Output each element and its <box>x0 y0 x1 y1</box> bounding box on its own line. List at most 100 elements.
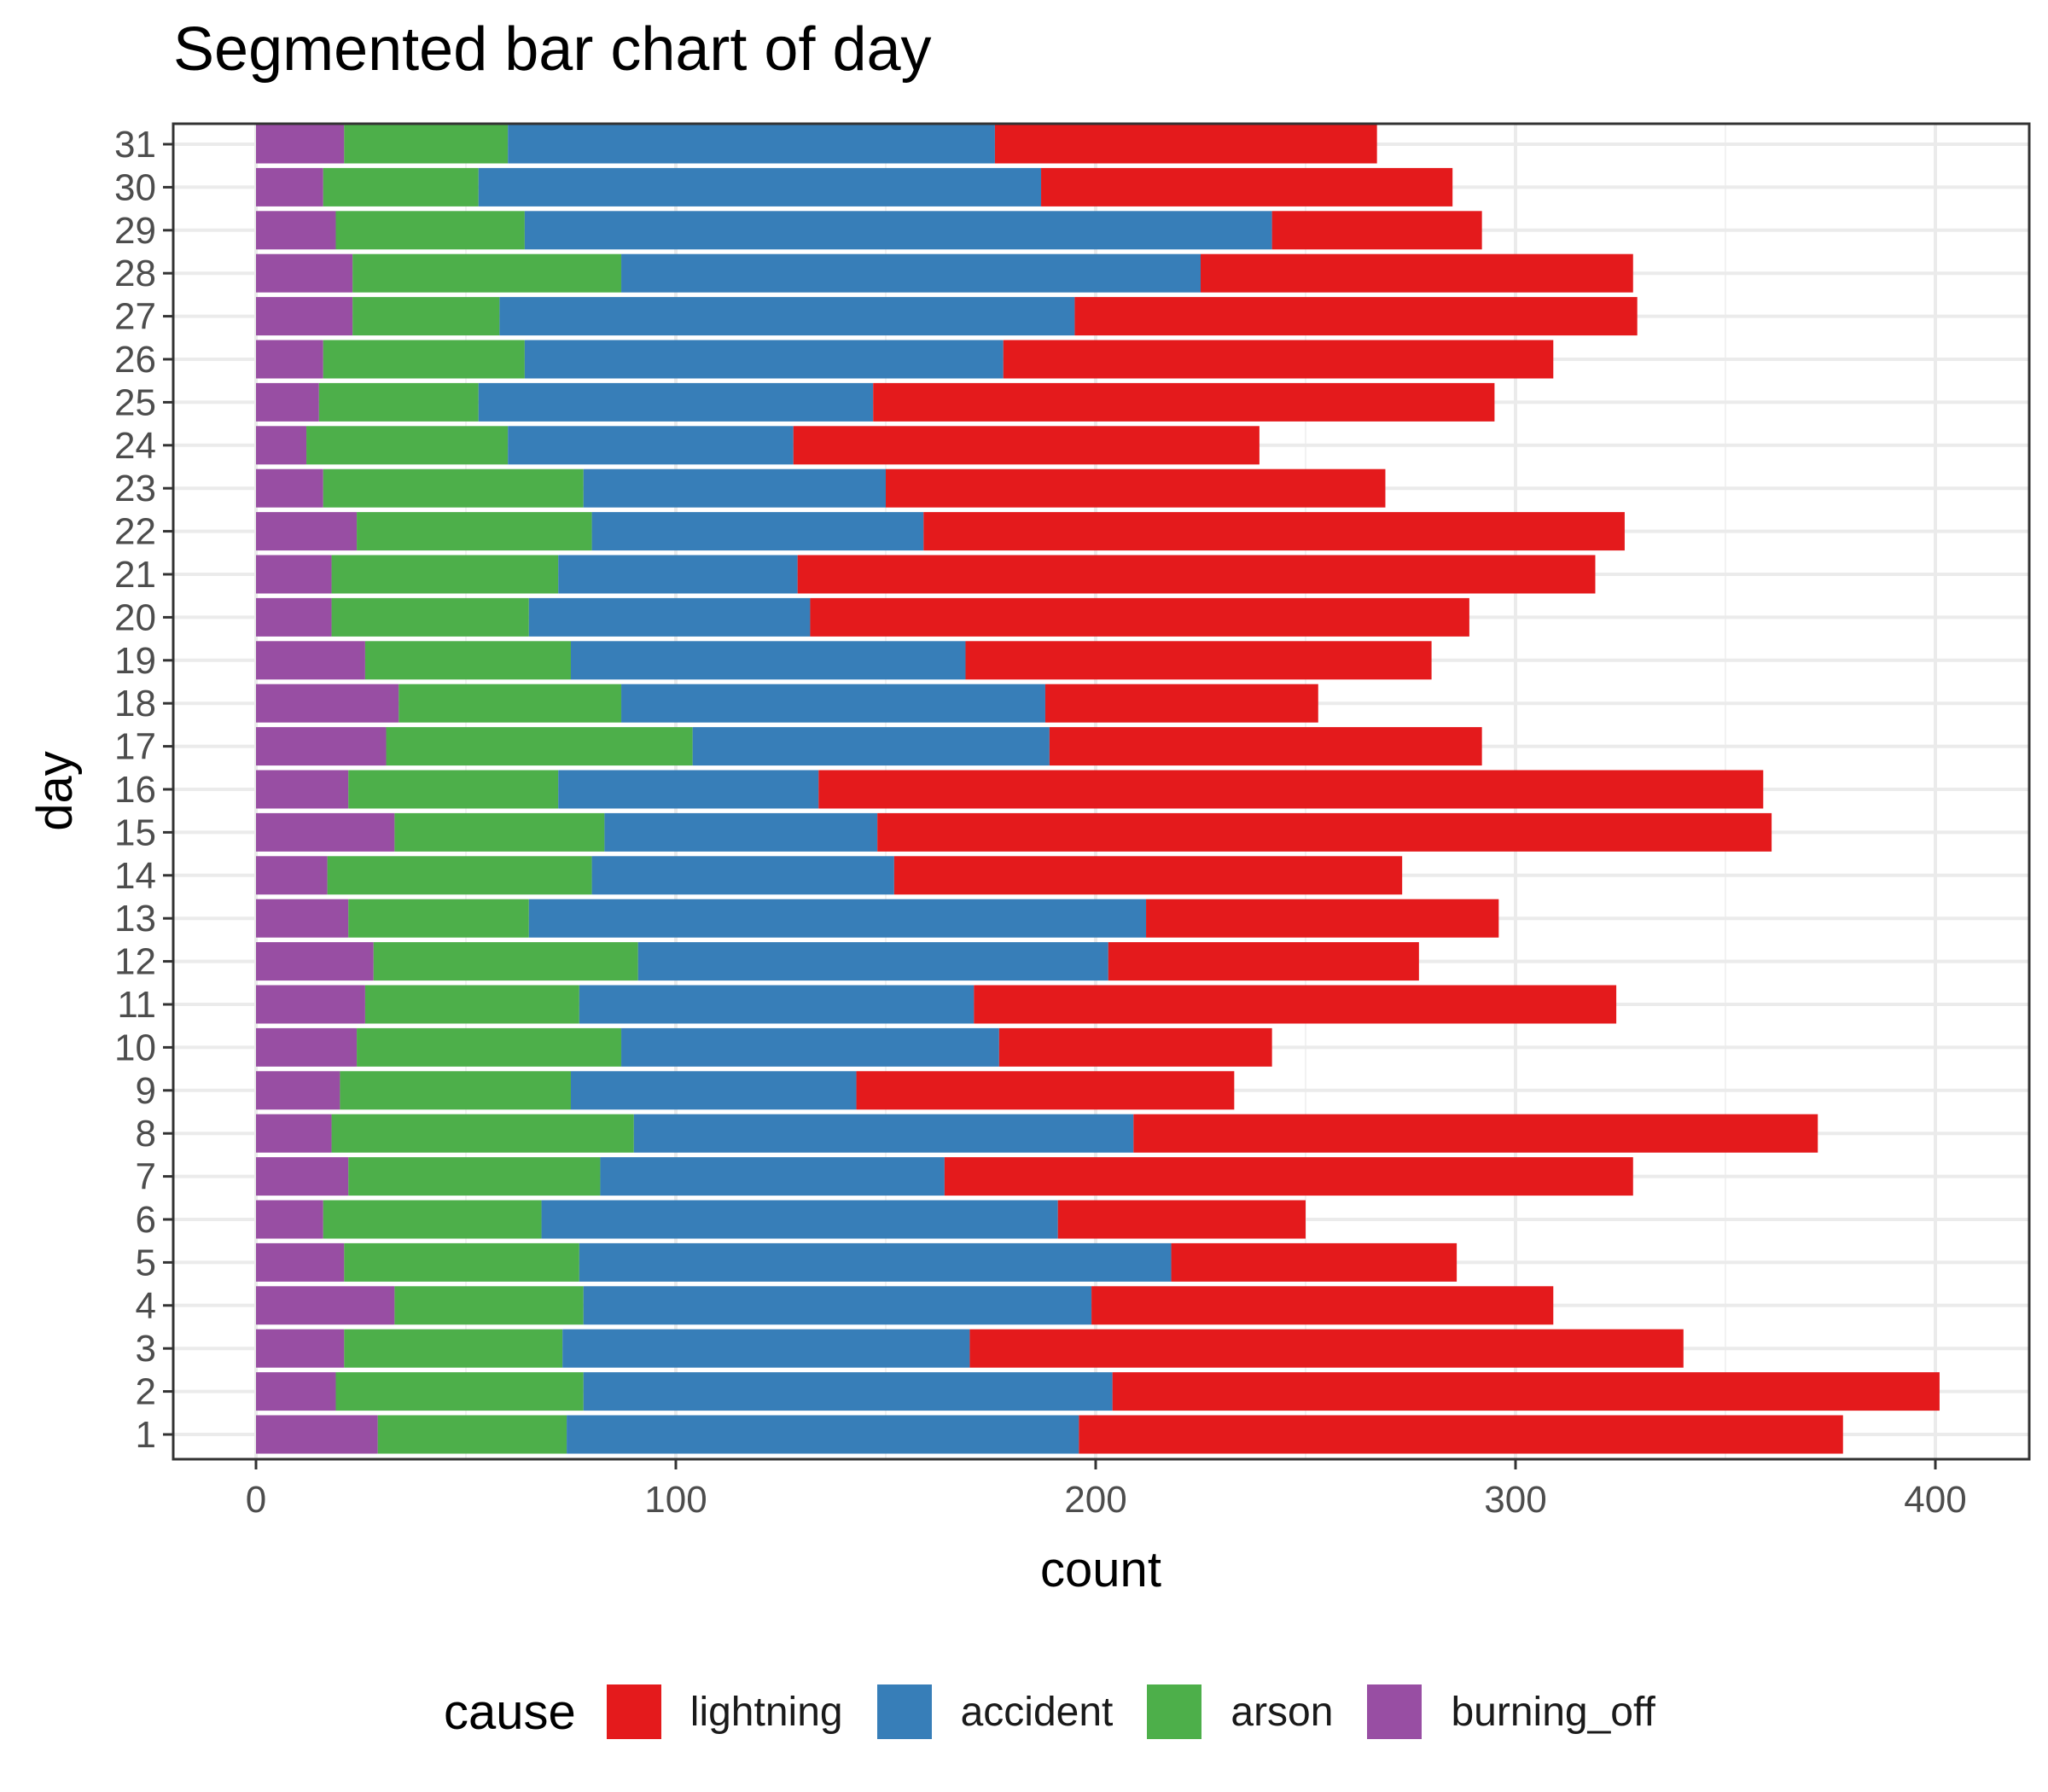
bar-segment-lightning-day-8 <box>1133 1114 1818 1153</box>
bar-segment-burning_off-day-31 <box>256 125 345 164</box>
bar-segment-lightning-day-4 <box>1091 1286 1554 1325</box>
bar-segment-lightning-day-10 <box>998 1027 1272 1067</box>
y-tick-label: 22 <box>114 511 156 553</box>
x-axis: 0 100 200 300 400 <box>246 1459 1967 1521</box>
y-tick-label: 13 <box>114 898 156 940</box>
bar-segment-arson-day-4 <box>394 1286 584 1325</box>
bar-segment-accident-day-22 <box>591 512 924 551</box>
bar-segment-burning_off-day-8 <box>256 1114 332 1153</box>
bar-segment-accident-day-30 <box>478 167 1042 207</box>
bar-segment-arson-day-26 <box>323 340 525 379</box>
bar-segment-lightning-day-22 <box>923 512 1625 551</box>
bar-segment-lightning-day-24 <box>793 426 1260 465</box>
legend-label-burning_off: burning_off <box>1451 1689 1655 1735</box>
bar-segment-arson-day-23 <box>323 468 584 508</box>
bar-segment-arson-day-15 <box>394 812 605 852</box>
y-tick-label: 27 <box>114 296 156 338</box>
bar-segment-burning_off-day-24 <box>256 426 307 465</box>
bar-segment-lightning-day-7 <box>944 1157 1633 1196</box>
bar-segment-lightning-day-28 <box>1201 253 1633 293</box>
y-axis: 1234567891011121314151617181920212223242… <box>114 124 173 1456</box>
bar-segment-accident-day-1 <box>567 1415 1079 1454</box>
bar-segment-burning_off-day-3 <box>256 1329 345 1368</box>
bar-segment-burning_off-day-7 <box>256 1157 349 1196</box>
bar-segment-burning_off-day-2 <box>256 1372 336 1411</box>
bar-segment-arson-day-3 <box>344 1329 563 1368</box>
bar-segment-lightning-day-14 <box>893 856 1403 895</box>
bar-segment-accident-day-8 <box>633 1114 1134 1153</box>
bar-segment-accident-day-16 <box>558 770 819 809</box>
bar-segment-lightning-day-21 <box>797 555 1596 594</box>
bar-segment-arson-day-21 <box>331 555 559 594</box>
bar-segment-lightning-day-19 <box>965 641 1432 680</box>
bar-segment-accident-day-29 <box>524 211 1272 250</box>
bar-segment-arson-day-19 <box>364 641 571 680</box>
bar-segment-lightning-day-25 <box>873 382 1495 422</box>
bar-segment-arson-day-25 <box>318 382 479 422</box>
bar-segment-lightning-day-1 <box>1079 1415 1843 1454</box>
y-tick-label: 8 <box>136 1113 156 1155</box>
bar-segment-accident-day-5 <box>579 1242 1172 1282</box>
bar-segment-lightning-day-27 <box>1074 297 1638 336</box>
bar-segment-accident-day-18 <box>621 684 1045 723</box>
bar-segment-accident-day-27 <box>499 297 1075 336</box>
bar-segment-lightning-day-26 <box>1003 340 1554 379</box>
y-tick-label: 4 <box>136 1285 156 1327</box>
bar-segment-burning_off-day-4 <box>256 1286 395 1325</box>
bar-segment-burning_off-day-9 <box>256 1071 340 1110</box>
bar-segment-burning_off-day-20 <box>256 597 332 637</box>
bar-segment-arson-day-20 <box>331 597 529 637</box>
bar-segment-lightning-day-16 <box>818 770 1764 809</box>
y-tick-label: 29 <box>114 210 156 252</box>
y-tick-label: 17 <box>114 726 156 768</box>
bar-segment-burning_off-day-22 <box>256 512 358 551</box>
bar-segment-accident-day-4 <box>583 1286 1092 1325</box>
plot-border <box>172 122 2031 1461</box>
bar-segment-arson-day-10 <box>357 1027 622 1067</box>
y-tick-label: 15 <box>114 812 156 853</box>
bar-segment-accident-day-7 <box>600 1157 945 1196</box>
y-tick-label: 11 <box>117 984 156 1026</box>
bar-segment-accident-day-13 <box>528 899 1147 938</box>
x-tick-label: 100 <box>644 1479 707 1521</box>
bar-segment-accident-day-17 <box>692 727 1050 766</box>
bar-segment-arson-day-17 <box>386 727 693 766</box>
chart-title: Segmented bar chart of day <box>173 15 932 84</box>
bar-segment-accident-day-21 <box>558 555 798 594</box>
bar-segment-arson-day-5 <box>344 1242 579 1282</box>
bar-segment-lightning-day-18 <box>1044 684 1318 723</box>
bar-segment-arson-day-18 <box>399 684 622 723</box>
legend-key-accident <box>876 1684 932 1739</box>
bar-segment-burning_off-day-27 <box>256 297 353 336</box>
y-tick-label: 5 <box>136 1242 156 1283</box>
legend-title: cause <box>444 1684 576 1740</box>
bar-segment-lightning-day-11 <box>974 985 1617 1024</box>
bar-segment-arson-day-1 <box>377 1415 567 1454</box>
bar-segment-lightning-day-30 <box>1041 167 1453 207</box>
bar-segment-accident-day-24 <box>508 426 794 465</box>
legend: cause lightning accident arson burning_off <box>444 1678 1690 1746</box>
legend-item-lightning: lightning <box>606 1684 852 1739</box>
bar-segment-burning_off-day-1 <box>256 1415 378 1454</box>
bar-segment-burning_off-day-17 <box>256 727 387 766</box>
y-tick-label: 23 <box>114 468 156 509</box>
bar-segment-arson-day-24 <box>306 426 509 465</box>
y-tick-label: 26 <box>114 339 156 381</box>
bar-segment-burning_off-day-6 <box>256 1200 323 1239</box>
bar-segment-arson-day-14 <box>327 856 592 895</box>
y-tick-label: 14 <box>114 855 156 897</box>
x-axis-label: count <box>1040 1542 1161 1597</box>
bar-segment-accident-day-3 <box>562 1329 970 1368</box>
bar-segment-burning_off-day-25 <box>256 382 319 422</box>
bar-segment-burning_off-day-5 <box>256 1242 345 1282</box>
bar-segment-lightning-day-15 <box>877 812 1772 852</box>
bar-segment-accident-day-2 <box>583 1372 1113 1411</box>
bar-segment-accident-day-12 <box>637 942 1108 981</box>
bar-segment-burning_off-day-26 <box>256 340 323 379</box>
y-tick-label: 31 <box>114 124 156 166</box>
x-tick-label: 400 <box>1904 1479 1966 1521</box>
bar-segment-accident-day-20 <box>528 597 811 637</box>
bars <box>256 125 1940 1454</box>
bar-segment-lightning-day-23 <box>886 468 1386 508</box>
